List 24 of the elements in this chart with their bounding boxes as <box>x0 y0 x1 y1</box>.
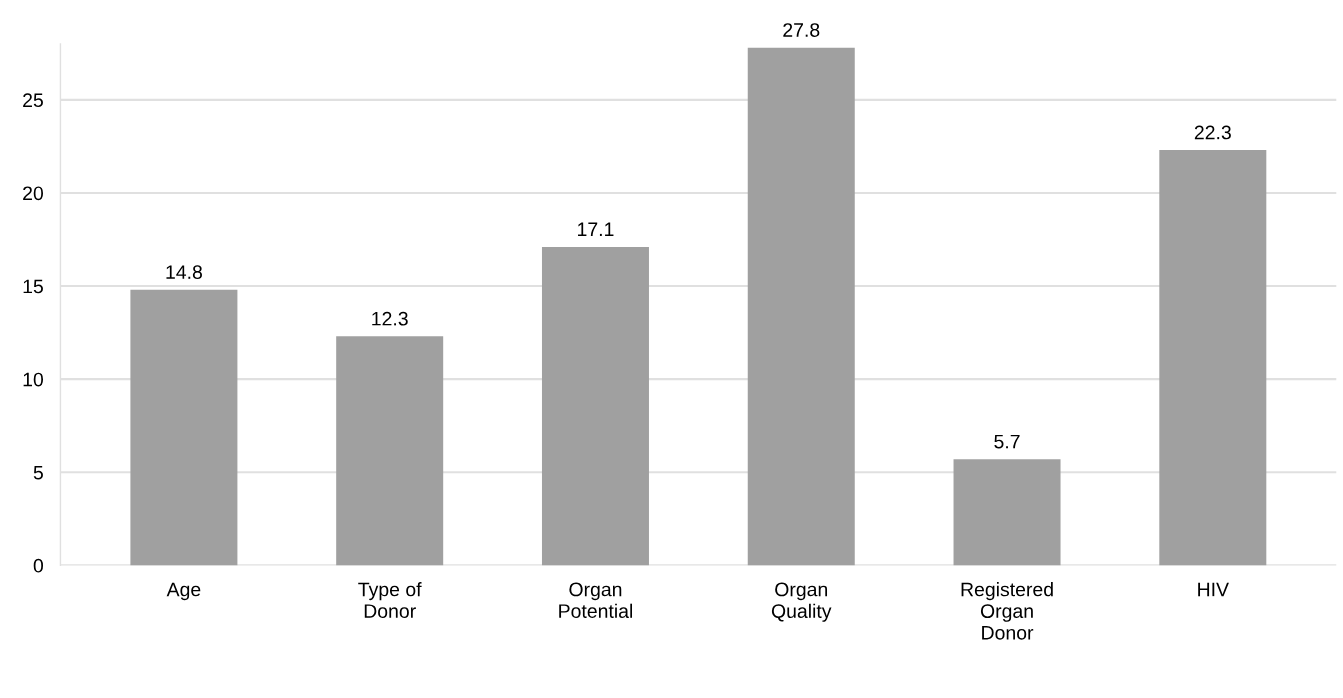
x-tick-label: Registered Organ Donor <box>961 582 1053 640</box>
y-tick-label: 0 <box>33 558 44 573</box>
bar <box>130 289 238 566</box>
x-tick-label: HIV <box>1198 582 1229 597</box>
data-label: 22.3 <box>1194 125 1231 140</box>
x-tick-label: Organ Quality <box>771 582 832 622</box>
bar <box>541 246 649 566</box>
x-tick-label: Organ Potential <box>559 582 633 618</box>
bar <box>747 47 855 566</box>
x-tick-label: Age <box>166 582 201 601</box>
bar <box>336 336 444 566</box>
data-label: 5.7 <box>994 434 1020 449</box>
bar <box>1159 150 1267 566</box>
data-label: 12.3 <box>372 311 408 326</box>
y-tick-label: 15 <box>23 279 43 294</box>
bar <box>953 459 1061 566</box>
y-tick-label: 10 <box>23 372 44 387</box>
y-tick-label: 25 <box>23 93 43 108</box>
data-label: 17.1 <box>578 222 614 236</box>
y-tick-label: 5 <box>33 465 43 480</box>
data-label: 14.8 <box>166 265 202 279</box>
data-label: 27.8 <box>783 23 820 37</box>
x-tick-label: Type of Donor <box>358 582 422 618</box>
y-tick-label: 20 <box>23 186 44 201</box>
